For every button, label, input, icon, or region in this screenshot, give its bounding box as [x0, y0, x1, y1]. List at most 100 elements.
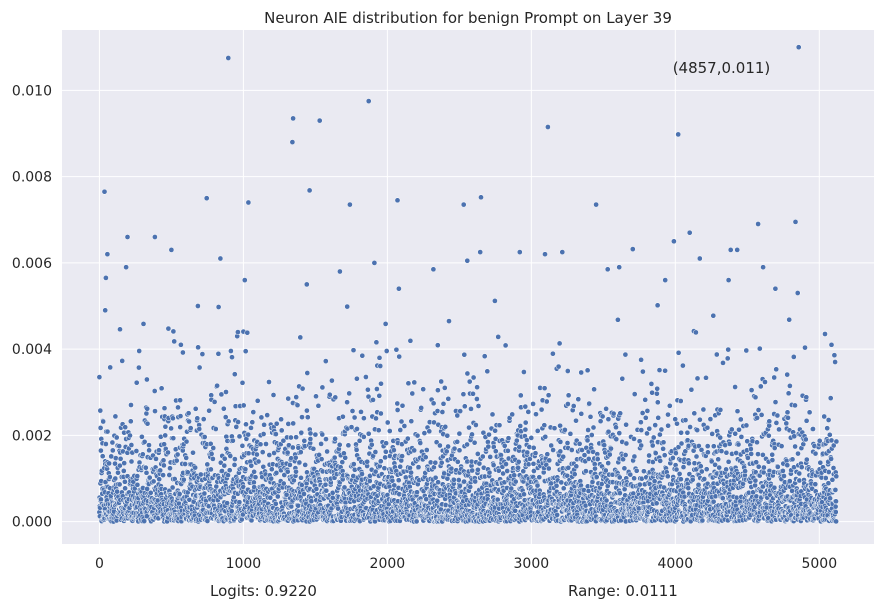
- data-point: [273, 420, 280, 427]
- data-point: [146, 474, 153, 481]
- data-point: [273, 431, 279, 437]
- data-point: [133, 448, 140, 454]
- data-point: [296, 459, 303, 466]
- data-point: [545, 392, 552, 399]
- data-point: [468, 406, 474, 412]
- data-point: [492, 427, 498, 434]
- data-point: [475, 403, 482, 409]
- data-point: [104, 428, 111, 435]
- data-point: [175, 404, 181, 411]
- data-point: [700, 406, 707, 413]
- data-point: [376, 392, 383, 399]
- data-point: [473, 422, 479, 428]
- data-point: [735, 441, 742, 448]
- data-point: [98, 447, 104, 454]
- data-point: [584, 437, 591, 444]
- data-point: [285, 421, 292, 427]
- data-point: [242, 348, 249, 355]
- data-point: [652, 422, 659, 428]
- data-point: [697, 416, 703, 423]
- data-point: [212, 426, 219, 432]
- data-point: [654, 390, 660, 397]
- data-point: [254, 397, 261, 404]
- data-point: [171, 338, 178, 345]
- data-point: [112, 413, 119, 420]
- data-point: [544, 451, 551, 458]
- data-point: [560, 453, 567, 460]
- data-point: [802, 436, 809, 443]
- data-point: [748, 446, 754, 452]
- data-point: [177, 397, 183, 404]
- data-point: [423, 447, 430, 453]
- data-point: [160, 472, 166, 478]
- data-point: [654, 302, 661, 309]
- data-point: [631, 391, 638, 397]
- data-point: [773, 366, 780, 373]
- data-point: [717, 434, 724, 441]
- data-point: [346, 390, 353, 397]
- data-point: [758, 412, 765, 418]
- data-point: [576, 440, 583, 447]
- data-point: [798, 464, 805, 470]
- data-point: [399, 453, 405, 459]
- data-point: [720, 360, 726, 366]
- data-point: [323, 436, 329, 442]
- data-point: [170, 435, 177, 442]
- data-point: [718, 448, 725, 454]
- data-point: [517, 392, 524, 399]
- data-point: [167, 465, 173, 472]
- data-point: [512, 478, 519, 485]
- data-point: [408, 418, 415, 425]
- data-point: [474, 396, 480, 402]
- data-point: [386, 428, 393, 434]
- data-point: [752, 477, 759, 484]
- data-point: [248, 517, 255, 524]
- data-point: [257, 441, 264, 448]
- data-point: [673, 450, 679, 456]
- data-point: [147, 489, 154, 496]
- data-point: [806, 409, 813, 416]
- data-point: [495, 334, 502, 340]
- data-point: [446, 318, 452, 324]
- data-point: [153, 456, 159, 462]
- data-point: [704, 424, 711, 431]
- data-point: [426, 428, 433, 435]
- data-point: [565, 392, 572, 399]
- data-point: [678, 440, 685, 447]
- data-point: [800, 441, 807, 448]
- data-point: [353, 447, 360, 453]
- data-point: [344, 303, 351, 310]
- data-point: [236, 499, 243, 506]
- data-point: [106, 460, 112, 467]
- data-point: [404, 435, 411, 442]
- data-point: [158, 385, 165, 392]
- data-point: [657, 458, 664, 464]
- data-point: [492, 298, 498, 304]
- data-point: [418, 405, 425, 411]
- data-point: [302, 462, 309, 468]
- data-point: [204, 461, 211, 468]
- data-point: [109, 447, 116, 454]
- data-point: [658, 426, 665, 433]
- data-point: [160, 457, 167, 464]
- data-point: [220, 405, 227, 412]
- data-point: [678, 476, 684, 483]
- data-point: [134, 473, 141, 479]
- data-point: [378, 410, 384, 417]
- data-point: [684, 429, 691, 436]
- data-point: [393, 346, 400, 353]
- data-point: [192, 464, 199, 471]
- data-point: [605, 460, 612, 466]
- data-point: [121, 460, 128, 466]
- data-point: [617, 410, 624, 417]
- data-point: [437, 442, 443, 449]
- data-point: [414, 432, 421, 439]
- data-point: [451, 476, 457, 483]
- data-point: [597, 418, 604, 425]
- data-point: [232, 456, 238, 462]
- data-point: [112, 455, 119, 461]
- data-point: [144, 420, 151, 427]
- data-point: [660, 439, 667, 446]
- data-point: [228, 348, 234, 354]
- data-point: [567, 430, 574, 437]
